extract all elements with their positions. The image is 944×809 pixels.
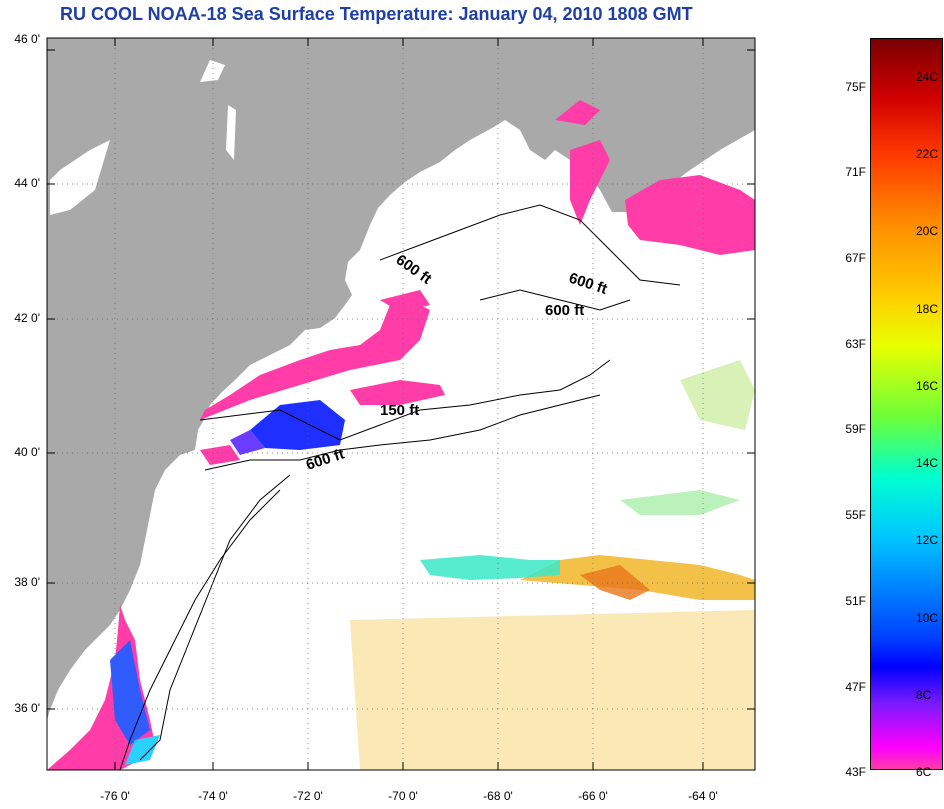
colorbar-celsius-label: 14C xyxy=(916,456,939,470)
nova-scotia xyxy=(600,85,755,212)
latitude-label: 44 0' xyxy=(14,176,40,190)
contour-label: 150 ft xyxy=(380,402,419,419)
colorbar-fahrenheit-label: 59F xyxy=(845,422,866,436)
colorbar-celsius-label: 6C xyxy=(916,765,932,779)
colorbar-celsius-label: 20C xyxy=(916,224,939,238)
longitude-label: -64 0' xyxy=(688,789,718,803)
colorbar-fahrenheit-label: 55F xyxy=(845,508,866,522)
longitude-label: -68 0' xyxy=(483,789,513,803)
colorbar-celsius-label: 18C xyxy=(916,302,939,316)
warm-water-fields xyxy=(350,555,755,770)
latitude-label: 42 0' xyxy=(14,311,40,325)
colorbar-celsius-label: 12C xyxy=(916,533,939,547)
longitude-label: -66 0' xyxy=(578,789,608,803)
colorbar-fahrenheit-label: 75F xyxy=(845,80,866,94)
colorbar-celsius-label: 24C xyxy=(916,70,939,84)
colorbar-celsius-label: 16C xyxy=(916,379,939,393)
lake xyxy=(200,60,225,82)
temperature-colorbar xyxy=(870,38,943,770)
mid-temperature-band xyxy=(420,360,755,580)
contour-label: 600 ft xyxy=(545,302,584,319)
graticule xyxy=(47,38,755,770)
map-title: RU COOL NOAA-18 Sea Surface Temperature:… xyxy=(60,4,693,24)
colorbar-fahrenheit-label: 63F xyxy=(845,337,866,351)
latitude-label: 36 0' xyxy=(14,701,40,715)
colorbar-fahrenheit-label: 43F xyxy=(845,765,866,779)
colorbar-celsius-label: 22C xyxy=(916,147,939,161)
latitude-label: 40 0' xyxy=(14,445,40,459)
colorbar-fahrenheit-label: 47F xyxy=(845,680,866,694)
colorbar-fahrenheit-label: 67F xyxy=(845,251,866,265)
map-frame xyxy=(46,37,756,771)
lake xyxy=(226,105,236,160)
colorbar-celsius-label: 10C xyxy=(916,611,939,625)
latitude-label: 38 0' xyxy=(14,575,40,589)
longitude-label: -74 0' xyxy=(198,789,228,803)
colorbar-celsius-label: 8C xyxy=(916,688,932,702)
axis-ticks xyxy=(47,38,755,770)
cold-water xyxy=(47,100,755,770)
very-cold-water xyxy=(110,400,345,765)
land-mass xyxy=(47,38,755,720)
colorbar-fahrenheit-label: 51F xyxy=(845,594,866,608)
longitude-label: -76 0' xyxy=(100,789,130,803)
longitude-label: -72 0' xyxy=(293,789,323,803)
bathymetry-contours xyxy=(119,204,681,771)
lake xyxy=(50,140,110,215)
longitude-label: -70 0' xyxy=(388,789,418,803)
colorbar-fahrenheit-label: 71F xyxy=(845,165,866,179)
latitude-label: 46 0' xyxy=(14,32,40,46)
